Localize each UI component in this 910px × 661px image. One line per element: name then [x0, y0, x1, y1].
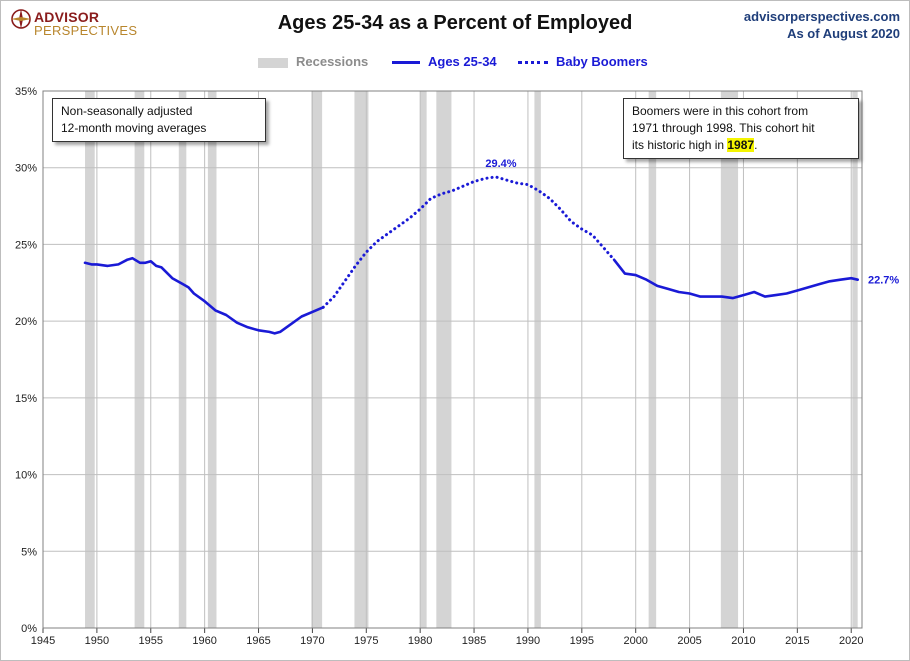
- logo-word-perspectives: PERSPECTIVES: [34, 23, 138, 38]
- x-tick-label: 1975: [354, 635, 378, 647]
- note-right-line3: its historic high in 1987.: [632, 137, 850, 154]
- recession-band-4: [311, 91, 323, 628]
- note-right-line3-prefix: its historic high in: [632, 138, 728, 152]
- x-tick-label: 1990: [516, 635, 540, 647]
- logo-word-advisor: ADVISOR: [34, 9, 100, 25]
- source-block: advisorperspectives.com As of August 202…: [744, 8, 900, 42]
- legend-swatch-recessions: [258, 57, 288, 68]
- y-tick-label: 5%: [21, 546, 37, 558]
- x-tick-label: 1965: [246, 635, 270, 647]
- chart-title: Ages 25-34 as a Percent of Employed: [277, 12, 633, 34]
- note-left-line1: Non-seasonally adjusted: [61, 104, 193, 118]
- x-tick-label: 1945: [31, 635, 55, 647]
- note-boomers: Boomers were in this cohort from 1971 th…: [623, 98, 859, 159]
- series-line-baby-boomers: [321, 175, 616, 309]
- y-tick-label: 30%: [15, 163, 37, 175]
- note-left-line2: 12-month moving averages: [61, 121, 207, 135]
- recession-band-6: [420, 91, 427, 628]
- x-tick-label: 2000: [623, 635, 647, 647]
- recession-band-8: [534, 91, 541, 628]
- recession-band-7: [436, 91, 452, 628]
- source-date: As of August 2020: [787, 26, 900, 41]
- source-website[interactable]: advisorperspectives.com: [743, 9, 900, 24]
- recession-band-9: [648, 91, 657, 628]
- recession-band-5: [354, 91, 369, 628]
- x-tick-label: 2010: [731, 635, 755, 647]
- recession-band-3: [207, 91, 217, 628]
- y-tick-label: 10%: [15, 470, 37, 482]
- x-tick-label: 1955: [139, 635, 163, 647]
- advisor-perspectives-logo: ADVISOR PERSPECTIVES: [10, 8, 137, 38]
- legend-swatch-boomers: [518, 61, 548, 65]
- y-tick-label: 15%: [15, 393, 37, 405]
- legend-swatch-ages: [392, 61, 420, 65]
- note-right-line1: Boomers were in this cohort from: [632, 104, 809, 118]
- legend-recessions: Recessions: [258, 54, 368, 69]
- note-right-line3-suffix: .: [754, 138, 758, 152]
- recession-band-11: [852, 91, 858, 628]
- recession-band-10: [720, 91, 739, 628]
- plot-area-border: [42, 90, 863, 629]
- recession-band-0: [85, 91, 95, 628]
- compass-icon: [11, 9, 31, 29]
- peak-value-label: 29.4%: [485, 158, 516, 170]
- x-tick-label: 1970: [300, 635, 324, 647]
- y-tick-label: 25%: [15, 239, 37, 251]
- x-tick-label: 2020: [839, 635, 863, 647]
- series-line-ages-25-34-2: [612, 258, 860, 300]
- legend-label-recessions: Recessions: [296, 54, 369, 69]
- note-methodology: Non-seasonally adjusted 12-month moving …: [52, 98, 266, 142]
- series-line-ages-25-34-0: [83, 256, 325, 335]
- y-tick-label: 35%: [15, 86, 37, 98]
- legend-ages: Ages 25-34: [392, 54, 497, 69]
- x-tick-label: 2005: [677, 635, 701, 647]
- recession-band-1: [134, 91, 145, 628]
- x-tick-label: 1960: [192, 635, 216, 647]
- y-tick-label: 0%: [21, 623, 37, 635]
- x-tick-label: 1995: [570, 635, 594, 647]
- x-tick-label: 1985: [462, 635, 486, 647]
- legend-boomers: Baby Boomers: [518, 54, 648, 69]
- x-tick-label: 1980: [408, 635, 432, 647]
- note-highlight-year: 1987: [727, 138, 755, 152]
- x-tick-label: 2015: [785, 635, 809, 647]
- legend-label-ages: Ages 25-34: [428, 54, 497, 69]
- x-tick-label: 1950: [85, 635, 109, 647]
- legend-label-boomers: Baby Boomers: [556, 54, 648, 69]
- y-tick-label: 20%: [15, 316, 37, 328]
- recession-band-2: [178, 91, 187, 628]
- last-value-label: 22.7%: [868, 275, 899, 287]
- note-right-line2: 1971 through 1998. This cohort hit: [632, 121, 815, 135]
